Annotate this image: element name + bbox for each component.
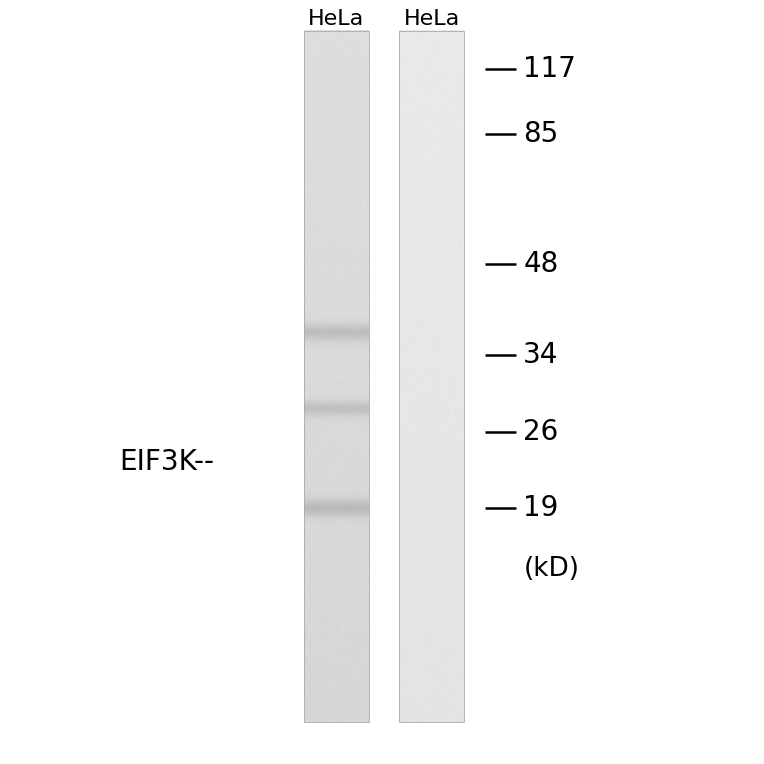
Text: (kD): (kD) (523, 556, 579, 582)
Text: HeLa: HeLa (308, 9, 364, 29)
Text: 117: 117 (523, 55, 576, 83)
Text: 85: 85 (523, 120, 558, 147)
Bar (400, 31, 465, 722)
Text: HeLa: HeLa (403, 9, 460, 29)
Text: 48: 48 (523, 250, 558, 277)
Text: EIF3K--: EIF3K-- (119, 448, 214, 476)
Bar (304, 31, 369, 722)
Text: 26: 26 (523, 418, 558, 445)
Text: 34: 34 (523, 342, 558, 369)
Text: 19: 19 (523, 494, 558, 522)
